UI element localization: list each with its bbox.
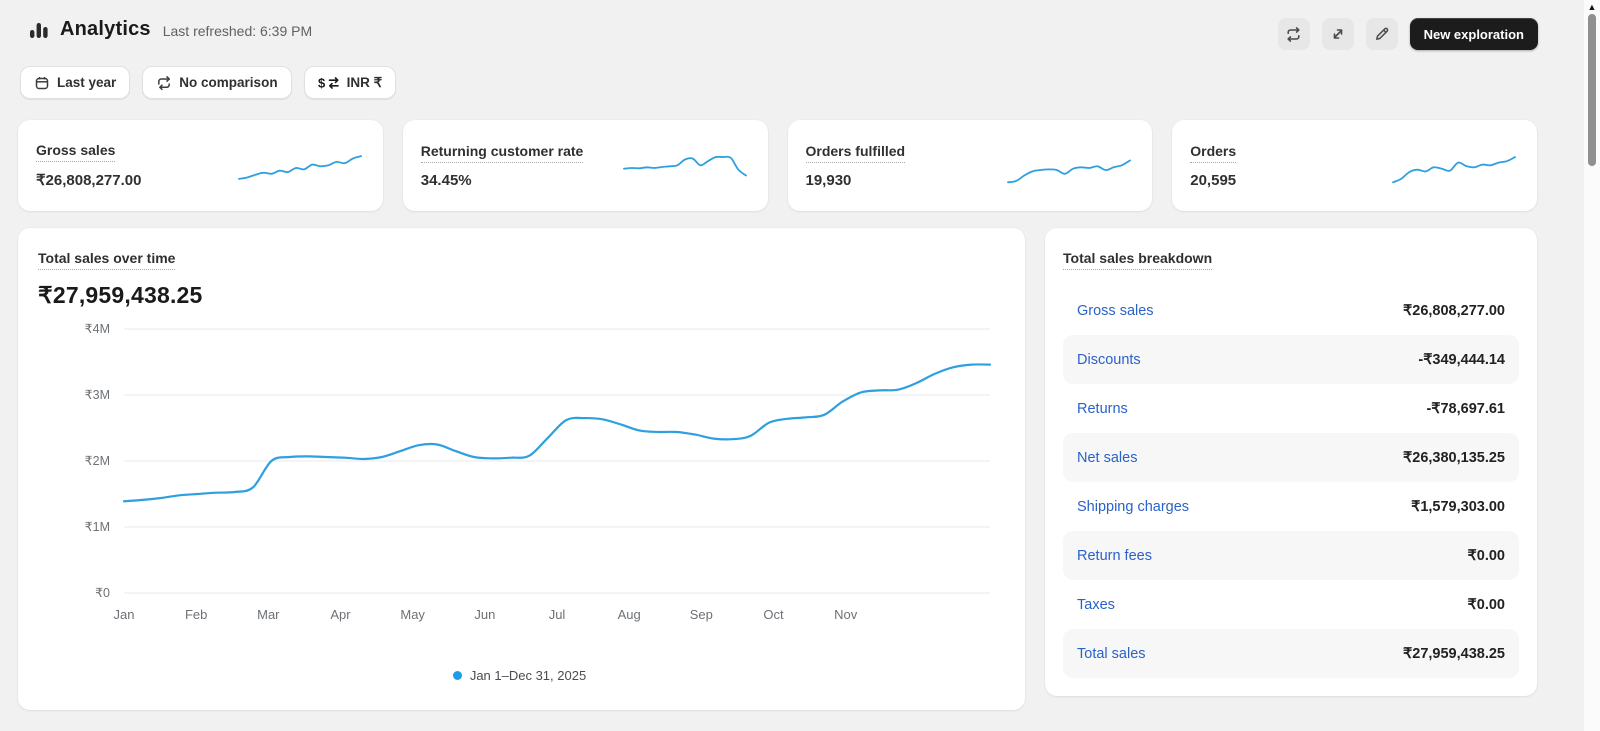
header-actions: New exploration: [1277, 18, 1538, 50]
svg-text:May: May: [400, 607, 425, 622]
breakdown-row-link[interactable]: Return fees: [1077, 547, 1152, 564]
breakdown-row-link[interactable]: Returns: [1077, 400, 1128, 417]
breakdown-row-value: ₹26,380,135.25: [1403, 449, 1505, 466]
breakdown-row-gross-sales: Gross sales ₹26,808,277.00: [1063, 286, 1519, 335]
breakdown-row-value: ₹26,808,277.00: [1403, 302, 1505, 319]
breakdown-row-value: ₹27,959,438.25: [1403, 645, 1505, 662]
comparison-label: No comparison: [179, 75, 278, 90]
breakdown-row-value: ₹0.00: [1467, 596, 1505, 613]
breakdown-row-value: ₹1,579,303.00: [1411, 498, 1505, 515]
total-sales-line-chart[interactable]: ₹4M ₹3M ₹2M ₹1M ₹0 Jan Feb Mar Apr May Jun Jul Aug Se…: [38, 315, 1001, 649]
kpi-card-gross-sales[interactable]: Gross sales ₹26,808,277.00: [18, 120, 383, 211]
returning-customer-rate-sparkline: [622, 155, 747, 176]
breakdown-row-total-sales: Total sales ₹27,959,438.25: [1063, 629, 1519, 678]
calendar-icon: [34, 75, 50, 91]
svg-text:Feb: Feb: [185, 607, 207, 622]
page-title: Analytics: [60, 18, 151, 40]
svg-text:₹3M: ₹3M: [85, 388, 110, 402]
kpi-label[interactable]: Gross sales: [36, 142, 116, 162]
svg-text:Oct: Oct: [763, 607, 784, 622]
breakdown-row-net-sales: Net sales ₹26,380,135.25: [1063, 433, 1519, 482]
kpi-value: 19,930: [805, 171, 852, 189]
pencil-icon: [1374, 26, 1390, 42]
svg-text:Sep: Sep: [690, 607, 713, 622]
breakdown-row-returns: Returns -₹78,697.61: [1063, 384, 1519, 433]
date-range-filter[interactable]: Last year: [20, 66, 131, 99]
comparison-cycle-icon: [156, 75, 172, 91]
breakdown-row-link[interactable]: Discounts: [1077, 351, 1141, 368]
breakdown-row-link[interactable]: Gross sales: [1077, 302, 1154, 319]
scrollbar-thumb[interactable]: [1588, 14, 1596, 166]
new-exploration-button[interactable]: New exploration: [1409, 18, 1538, 50]
breakdown-row-value: ₹0.00: [1467, 547, 1505, 564]
refresh-cycle-button[interactable]: [1277, 18, 1310, 50]
breakdown-row-link[interactable]: Total sales: [1077, 645, 1146, 662]
page-header: Analytics Last refreshed: 6:39 PM: [28, 18, 312, 41]
svg-text:Jan: Jan: [114, 607, 135, 622]
kpi-card-returning-customer-rate[interactable]: Returning customer rate 34.45%: [402, 120, 768, 211]
breakdown-row-value: -₹349,444.14: [1418, 351, 1505, 368]
svg-text:₹0: ₹0: [95, 586, 110, 600]
svg-text:Jun: Jun: [474, 607, 495, 622]
svg-text:₹1M: ₹1M: [85, 520, 110, 534]
kpi-value: ₹26,808,277.00: [36, 172, 142, 189]
expand-arrows-icon: [1330, 26, 1346, 42]
currency-label: INR ₹: [346, 74, 383, 90]
svg-text:₹2M: ₹2M: [85, 454, 110, 468]
svg-text:Nov: Nov: [834, 607, 858, 622]
breakdown-row-taxes: Taxes ₹0.00: [1063, 580, 1519, 629]
total-sales-chart-card: Total sales over time ₹27,959,438.25 ₹4M…: [18, 228, 1025, 710]
breakdown-row-link[interactable]: Net sales: [1077, 449, 1138, 466]
breakdown-row-return-fees: Return fees ₹0.00: [1063, 531, 1519, 580]
svg-text:$: $: [318, 75, 326, 90]
svg-text:Mar: Mar: [257, 607, 280, 622]
kpi-label[interactable]: Returning customer rate: [420, 143, 584, 163]
svg-text:Aug: Aug: [618, 607, 641, 622]
date-range-label: Last year: [57, 75, 117, 90]
breakdown-row-shipping-charges: Shipping charges ₹1,579,303.00: [1063, 482, 1519, 531]
last-refreshed-text: Last refreshed: 6:39 PM: [162, 22, 313, 39]
kpi-value: 20,595: [1190, 171, 1237, 189]
kpi-card-orders-fulfilled[interactable]: Orders fulfilled 19,930: [787, 120, 1153, 211]
breakdown-title[interactable]: Total sales breakdown: [1063, 250, 1213, 270]
analytics-bar-chart-icon: [28, 19, 50, 41]
breakdown-row-value: -₹78,697.61: [1426, 400, 1505, 417]
orders-fulfilled-sparkline: [1007, 159, 1132, 183]
breakdown-row-link[interactable]: Shipping charges: [1077, 498, 1190, 515]
expand-fullscreen-button[interactable]: [1321, 18, 1354, 50]
svg-text:₹4M: ₹4M: [85, 322, 110, 336]
vertical-scrollbar: ▲: [1584, 0, 1600, 731]
chart-title[interactable]: Total sales over time: [38, 250, 176, 270]
edit-button[interactable]: [1365, 18, 1398, 50]
gross-sales-sparkline: [237, 154, 362, 180]
scrollbar-up-arrow-icon[interactable]: ▲: [1587, 2, 1597, 12]
chart-total-value: ₹27,959,438.25: [38, 282, 203, 308]
kpi-row: Gross sales ₹26,808,277.00 Returning cus…: [18, 120, 1537, 211]
svg-text:Jul: Jul: [549, 607, 566, 622]
breakdown-row-discounts: Discounts -₹349,444.14: [1063, 335, 1519, 384]
breakdown-row-link[interactable]: Taxes: [1077, 596, 1115, 613]
chart-legend: Jan 1–Dec 31, 2025: [38, 668, 1001, 683]
breakdown-rows: Gross sales ₹26,808,277.00 Discounts -₹3…: [1063, 286, 1519, 678]
cycle-arrows-icon: [1285, 26, 1302, 43]
currency-filter[interactable]: $ INR ₹: [303, 66, 397, 99]
svg-text:Apr: Apr: [330, 607, 351, 622]
legend-label: Jan 1–Dec 31, 2025: [469, 668, 587, 683]
orders-sparkline: [1392, 155, 1516, 183]
kpi-label[interactable]: Orders: [1190, 143, 1237, 163]
kpi-card-orders[interactable]: Orders 20,595: [1172, 120, 1537, 211]
main-content: Total sales over time ₹27,959,438.25 ₹4M…: [18, 228, 1537, 710]
kpi-label[interactable]: Orders fulfilled: [805, 143, 906, 163]
comparison-filter[interactable]: No comparison: [142, 66, 292, 99]
currency-exchange-icon: $: [318, 75, 340, 91]
filter-bar: Last year No comparison $ INR ₹: [20, 66, 397, 99]
total-sales-breakdown-card: Total sales breakdown Gross sales ₹26,80…: [1045, 228, 1537, 696]
kpi-value: 34.45%: [420, 171, 472, 189]
legend-dot-icon: [452, 671, 462, 680]
